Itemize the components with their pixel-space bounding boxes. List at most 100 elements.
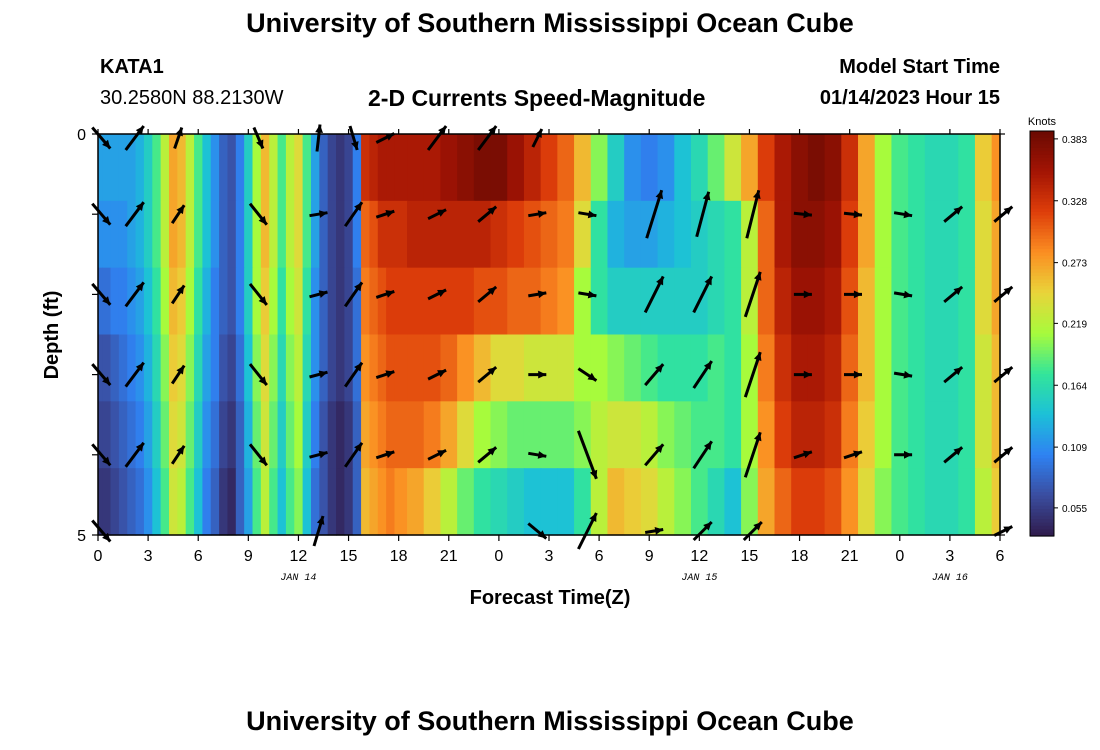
heatmap-cell (118, 401, 128, 469)
heatmap-cell (135, 267, 145, 336)
colorbar-segment (1030, 259, 1054, 264)
heatmap-cell (319, 200, 329, 269)
current-arrow (576, 430, 598, 480)
x-tick-label: 12 (290, 548, 308, 565)
colorbar-segment (1030, 212, 1054, 216)
heatmap-cell (908, 134, 926, 202)
current-arrow (843, 210, 863, 219)
heatmap-cell (252, 468, 262, 536)
heatmap-cell (369, 468, 379, 536)
heatmap-cell (252, 401, 262, 469)
heatmap-cell (118, 200, 128, 269)
colorbar-segment (1030, 178, 1054, 183)
model-start-label: Model Start Time (839, 56, 1000, 78)
heatmap-cell (824, 334, 842, 402)
colorbar-segment (1030, 225, 1054, 230)
heatmap-cell (690, 200, 709, 269)
heatmap-cell (252, 134, 262, 202)
heatmap-cell (202, 401, 212, 469)
colorbar-segment (1030, 495, 1054, 500)
heatmap-cell (327, 334, 337, 402)
current-arrow (578, 290, 597, 299)
heatmap-cell (690, 468, 709, 536)
current-arrow (528, 451, 547, 459)
heatmap-cell (523, 468, 542, 536)
current-arrow (170, 444, 186, 465)
current-arrow (695, 191, 711, 238)
heatmap-cell (269, 401, 279, 469)
heatmap-cell (302, 134, 312, 202)
colorbar-segment (1030, 303, 1054, 308)
heatmap-cell (624, 401, 642, 469)
heatmap-cell (440, 267, 458, 336)
heatmap-cell (490, 334, 508, 402)
colorbar-segment (1030, 465, 1054, 470)
heatmap-cell (344, 334, 354, 402)
current-arrow (577, 512, 598, 550)
heatmap-cell (336, 267, 345, 336)
heatmap-cell (194, 134, 203, 202)
date-label: JAN 15 (681, 573, 717, 584)
colorbar-segment (1030, 431, 1054, 436)
heatmap-cell (557, 401, 575, 469)
colorbar-segment (1030, 532, 1054, 537)
colorbar-segment (1030, 522, 1054, 527)
colorbar-segment (1030, 222, 1054, 227)
colorbar-segment (1030, 482, 1054, 486)
heatmap-cell (574, 468, 592, 536)
heatmap-cell (110, 200, 120, 269)
current-arrow (426, 125, 448, 151)
heatmap-cell (277, 401, 287, 469)
heatmap-cell (319, 401, 329, 469)
current-arrow (993, 525, 1013, 537)
heatmap-cell (177, 401, 187, 469)
current-arrow (692, 360, 713, 389)
heatmap-cell (310, 334, 320, 402)
heatmap-cell (310, 134, 320, 202)
heatmap-cell (807, 468, 826, 536)
heatmap-cell (98, 267, 103, 336)
heatmap-cell (657, 200, 675, 269)
current-arrow (91, 282, 112, 306)
heatmap-cell (194, 468, 203, 536)
heatmap-cell (590, 200, 609, 269)
colorbar-segment (1030, 330, 1054, 335)
colorbar-tick-label: 0.219 (1062, 319, 1087, 330)
heatmap-cell (958, 401, 976, 469)
colorbar-segment (1030, 161, 1054, 166)
current-arrow (743, 431, 762, 478)
heatmap-cell (269, 134, 279, 202)
heatmap-cell (260, 334, 270, 402)
heatmap-cell (707, 468, 725, 536)
colorbar-segment (1030, 262, 1054, 267)
heatmap-cell (841, 468, 859, 536)
heatmap-cell (336, 468, 345, 536)
speed-heatmap (98, 134, 1001, 536)
current-arrows (91, 124, 1014, 550)
heatmap-cell (908, 200, 926, 269)
heatmap-cell (874, 334, 893, 402)
heatmap-cell (160, 334, 170, 402)
heatmap-cell (294, 401, 304, 469)
colorbar-segment (1030, 195, 1054, 200)
heatmap-cell (874, 200, 893, 269)
colorbar-segment (1030, 357, 1054, 362)
heatmap-cell (235, 334, 245, 402)
heatmap-cell (302, 401, 312, 469)
heatmap-cell (269, 267, 279, 336)
heatmap-cell (386, 267, 396, 336)
x-tick-label: 6 (996, 548, 1005, 565)
heatmap-cell (110, 334, 120, 402)
heatmap-cell (908, 468, 926, 536)
heatmap-cell (285, 134, 295, 202)
heatmap-cell (624, 468, 642, 536)
heatmap-cell (507, 200, 525, 269)
heatmap-cell (244, 134, 254, 202)
heatmap-cell (590, 401, 609, 469)
colorbar-segment (1030, 353, 1054, 358)
colorbar-segment (1030, 394, 1054, 399)
colorbar-segment (1030, 181, 1054, 186)
colorbar-segment (1030, 242, 1054, 247)
current-arrow (643, 275, 665, 314)
colorbar-segment (1030, 272, 1054, 277)
